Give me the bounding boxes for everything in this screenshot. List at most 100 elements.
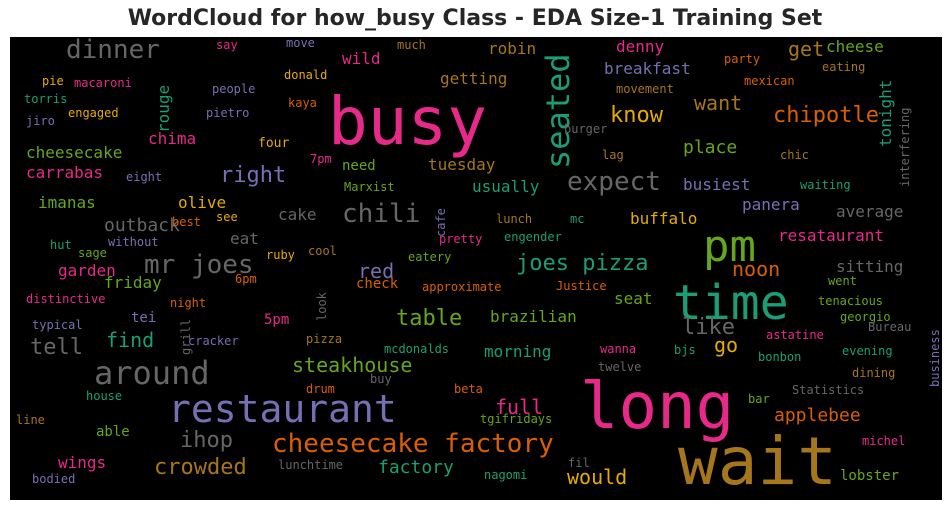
- word-mc: mc: [570, 212, 585, 226]
- word-like: like: [682, 315, 735, 340]
- word-resataurant: resataurant: [778, 226, 884, 245]
- word-pizza: pizza: [306, 332, 343, 346]
- word-chima: chima: [148, 129, 197, 148]
- word-pretty: pretty: [439, 232, 483, 246]
- word-carrabas: carrabas: [26, 163, 104, 182]
- word-olive: olive: [178, 193, 227, 212]
- word-tuesday: tuesday: [428, 155, 496, 174]
- word-cheesecake: cheesecake: [26, 143, 123, 162]
- word-7pm: 7pm: [310, 152, 332, 166]
- word-cheesecake-factory: cheesecake factory: [272, 429, 554, 459]
- word-wild: wild: [342, 49, 381, 68]
- word-marxist: Marxist: [344, 180, 395, 194]
- word-brazilian: brazilian: [490, 307, 577, 326]
- word-buffalo: buffalo: [630, 209, 698, 228]
- word-buy: buy: [370, 372, 392, 386]
- word-chipotle: chipotle: [773, 103, 879, 128]
- word-wings: wings: [58, 453, 107, 472]
- word-see: see: [216, 210, 238, 224]
- word-busy: busy: [328, 83, 487, 160]
- word-breakfast: breakfast: [604, 59, 691, 78]
- word-lunch: lunch: [496, 212, 533, 226]
- word-busiest: busiest: [683, 175, 751, 194]
- word-evening: evening: [842, 344, 893, 358]
- word-hut: hut: [50, 238, 72, 252]
- word-factory: factory: [378, 457, 454, 478]
- word-bonbon: bonbon: [758, 350, 802, 364]
- word-seat: seat: [614, 289, 653, 308]
- chart-title: WordCloud for how_busy Class - EDA Size-…: [127, 6, 823, 31]
- word-around: around: [94, 354, 210, 392]
- word-place: place: [683, 137, 738, 158]
- word-go: go: [714, 333, 739, 357]
- word-eating: eating: [822, 60, 866, 74]
- word-time: time: [673, 275, 789, 331]
- word-tell: tell: [30, 335, 83, 360]
- word-say: say: [216, 38, 238, 52]
- word-table: table: [396, 306, 463, 331]
- word-able: able: [96, 424, 130, 440]
- word-donald: donald: [284, 68, 328, 82]
- word-bodied: bodied: [32, 472, 76, 486]
- word-friday: friday: [104, 273, 162, 292]
- word-bureau: Bureau: [868, 320, 912, 334]
- word-usually: usually: [472, 177, 540, 196]
- word-movement: movement: [616, 82, 674, 96]
- word-line: line: [16, 413, 45, 427]
- word-steakhouse: steakhouse: [292, 353, 413, 377]
- word-joes-pizza: joes pizza: [516, 251, 649, 276]
- word-cracker: cracker: [188, 334, 239, 348]
- word-torris: torris: [24, 92, 68, 106]
- word-night: night: [170, 296, 207, 310]
- word-cheese: cheese: [826, 37, 884, 56]
- word-kaya: kaya: [288, 96, 317, 110]
- word-wait: wait: [678, 423, 837, 500]
- word-party: party: [724, 52, 761, 66]
- word-pm: pm: [703, 221, 756, 272]
- word-getting: getting: [440, 69, 508, 88]
- word-pietro: pietro: [206, 106, 250, 120]
- word-twelve: twelve: [598, 360, 642, 374]
- word-statistics: Statistics: [792, 383, 865, 397]
- word-find: find: [106, 328, 155, 352]
- word-dinner: dinner: [66, 37, 160, 65]
- word-sage: sage: [78, 246, 107, 260]
- word-tei: tei: [131, 310, 157, 326]
- word-lag: lag: [602, 148, 624, 162]
- word-expect: expect: [567, 167, 661, 197]
- word-macaroni: macaroni: [74, 76, 132, 90]
- word-jiro: jiro: [26, 114, 55, 128]
- word-right: right: [220, 163, 287, 188]
- wordcloud-canvas: busy long wait time pm restaurant seated around…: [10, 37, 942, 500]
- word-beta: beta: [454, 382, 483, 396]
- word-eight: eight: [126, 170, 163, 184]
- word-four: four: [258, 136, 290, 151]
- word-engaged: engaged: [68, 106, 119, 120]
- word-panera: panera: [742, 195, 800, 214]
- word-6pm: 6pm: [235, 272, 257, 286]
- word-applebee: applebee: [774, 405, 861, 426]
- word-eat: eat: [230, 229, 259, 248]
- word-ihop: ihop: [180, 428, 233, 453]
- word-typical: typical: [32, 318, 83, 332]
- word-imanas: imanas: [38, 193, 96, 212]
- word-get: get: [788, 37, 825, 61]
- word-lunchtime: lunchtime: [278, 458, 344, 472]
- word-tgifridays: tgifridays: [480, 412, 553, 426]
- word-know: know: [610, 103, 663, 128]
- word-dining: dining: [852, 366, 896, 380]
- word-noon: noon: [732, 257, 781, 281]
- word-waiting: waiting: [800, 178, 851, 192]
- word-fil: fil: [568, 456, 590, 470]
- word-eatery: eatery: [408, 250, 452, 264]
- word-red: red: [358, 259, 395, 283]
- word-cake: cake: [278, 205, 317, 224]
- word-without: without: [108, 235, 159, 249]
- word-full: full: [495, 395, 544, 419]
- word-house: house: [86, 389, 123, 403]
- word-bar: bar: [748, 392, 770, 406]
- word-people: people: [212, 82, 256, 96]
- word-chili: chili: [342, 199, 421, 229]
- word-drum: drum: [306, 382, 335, 396]
- word-engender: engender: [504, 230, 562, 244]
